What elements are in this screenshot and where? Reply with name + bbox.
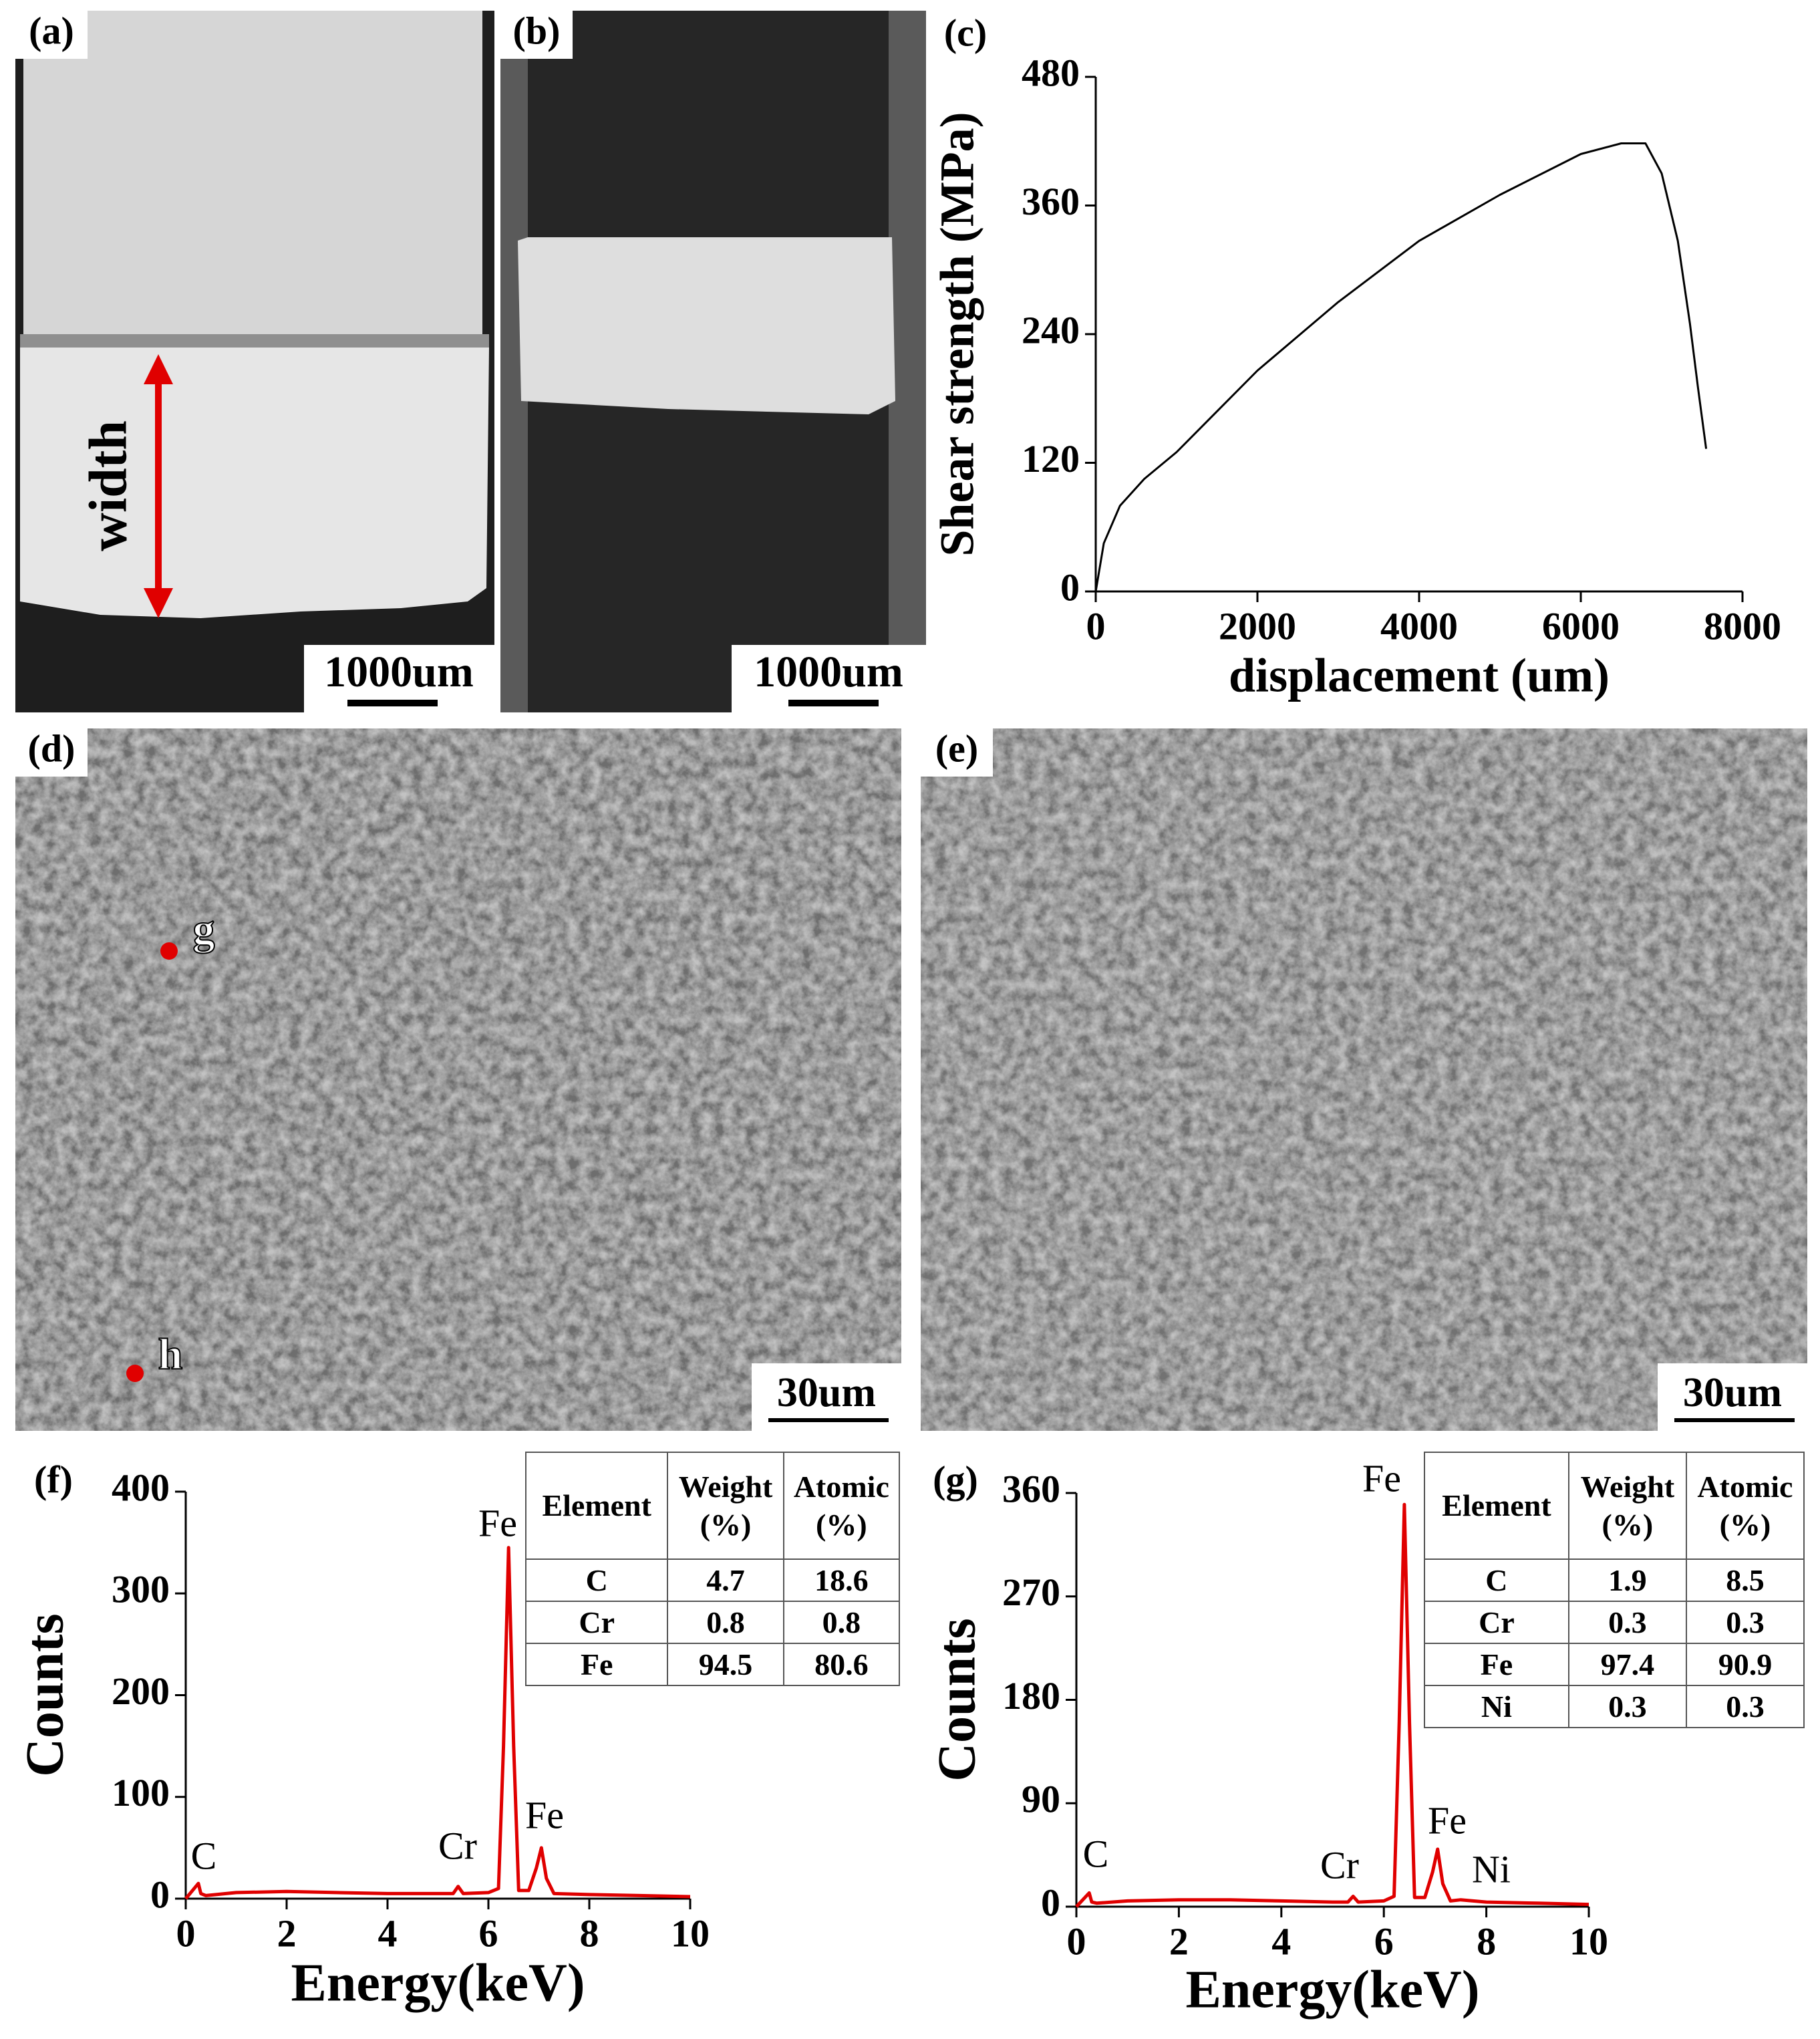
y-tick-label: 180 — [1002, 1674, 1060, 1718]
x-tick-label: 2 — [277, 1911, 297, 1955]
x-tick-label: 0 — [1067, 1919, 1086, 1963]
table-cell: 18.6 — [782, 1558, 901, 1602]
micrograph-b — [500, 11, 926, 712]
x-tick-label: 6 — [1374, 1919, 1394, 1963]
table-cell: 0.3 — [1567, 1685, 1687, 1728]
table-cell: Fe — [1424, 1643, 1569, 1686]
scale-bar-label: 30um — [1683, 1370, 1782, 1415]
table-cell: 0.3 — [1567, 1601, 1687, 1644]
y-axis-title: Shear strength (MPa) — [931, 112, 984, 556]
table-cell: 80.6 — [782, 1643, 901, 1686]
data-line — [1075, 1502, 1589, 1908]
y-tick-label: 480 — [1022, 51, 1080, 94]
element-table: Element Weight (%) Atomic (%) C 4.7 18.6 Cr 0.8… — [524, 1452, 901, 1686]
table-cell: C — [1424, 1558, 1569, 1602]
y-tick-label: 270 — [1002, 1571, 1060, 1614]
x-tick-label: 4 — [1271, 1919, 1291, 1963]
table-cell: Cr — [524, 1601, 669, 1644]
table-cell: 0.8 — [667, 1601, 784, 1644]
x-tick-label: 8 — [1477, 1919, 1496, 1963]
table-header: Element — [524, 1452, 669, 1560]
x-tick-label: 2000 — [1219, 604, 1296, 648]
y-tick-label: 0 — [1041, 1881, 1060, 1924]
x-tick-label: 4000 — [1380, 604, 1458, 648]
table-cell: Ni — [1424, 1685, 1569, 1728]
scale-bar-label: 1000um — [754, 648, 903, 696]
scale-bar-label: 1000um — [324, 648, 474, 696]
panel-label: (b) — [513, 9, 561, 52]
micrograph-a — [15, 11, 494, 712]
peak-label: Cr — [1320, 1843, 1359, 1887]
y-tick-label: 90 — [1022, 1778, 1060, 1821]
table-cell: 4.7 — [667, 1558, 784, 1602]
peak-label: Fe — [1428, 1798, 1467, 1842]
y-tick-label: 300 — [112, 1568, 170, 1611]
table-header: Weight (%) — [667, 1452, 784, 1560]
x-tick-label: 0 — [1086, 604, 1106, 648]
y-axis-title: Counts — [15, 1613, 74, 1777]
table-cell: Fe — [524, 1643, 669, 1686]
y-tick-label: 240 — [1022, 308, 1080, 352]
y-tick-label: 400 — [112, 1466, 170, 1509]
y-tick-label: 200 — [112, 1669, 170, 1713]
panel-label: (f) — [34, 1458, 73, 1501]
table-cell: 8.5 — [1685, 1558, 1805, 1602]
table-cell: 0.3 — [1685, 1685, 1805, 1728]
table-cell: 1.9 — [1567, 1558, 1687, 1602]
table-cell: Cr — [1424, 1601, 1569, 1644]
x-tick-label: 6 — [479, 1911, 498, 1955]
table-cell: 0.3 — [1685, 1601, 1805, 1644]
element-table: Element Weight (%) Atomic (%) C 1.9 8.5 Cr 0.3 0… — [1424, 1452, 1805, 1728]
y-tick-label: 100 — [112, 1771, 170, 1814]
x-tick-label: 6000 — [1542, 604, 1620, 648]
table-header: Element — [1424, 1452, 1569, 1560]
panel-label: (g) — [933, 1458, 978, 1501]
x-tick-label: 10 — [1569, 1919, 1608, 1963]
peak-label: Fe — [478, 1501, 517, 1544]
peak-label: Ni — [1472, 1847, 1511, 1891]
x-axis-title: Energy(keV) — [1186, 1960, 1480, 2019]
x-axis-title: displacement (um) — [1229, 649, 1610, 702]
data-line — [1094, 142, 1708, 592]
x-axis-title: Energy(keV) — [291, 1953, 585, 2012]
y-tick-label: 120 — [1022, 437, 1080, 481]
peak-label: Cr — [438, 1824, 477, 1867]
y-tick-label: 360 — [1022, 180, 1080, 223]
x-tick-label: 4 — [378, 1911, 398, 1955]
scale-bar-label: 30um — [777, 1370, 876, 1415]
micrograph-e — [921, 728, 1807, 1431]
x-tick-label: 8000 — [1704, 604, 1781, 648]
y-axis-title: Counts — [927, 1618, 986, 1782]
table-header: Atomic (%) — [1685, 1452, 1805, 1560]
x-tick-label: 10 — [671, 1911, 710, 1955]
y-tick-label: 0 — [1060, 565, 1080, 609]
peak-label: Fe — [1362, 1456, 1401, 1500]
point-label: h — [158, 1330, 183, 1379]
x-tick-label: 0 — [176, 1911, 196, 1955]
table-header: Weight (%) — [1567, 1452, 1687, 1560]
peak-label: C — [1083, 1832, 1109, 1875]
annotation: width — [79, 420, 138, 551]
y-tick-label: 360 — [1002, 1467, 1060, 1510]
peak-label: Fe — [525, 1793, 564, 1837]
table-cell: C — [524, 1558, 669, 1602]
micrograph-d — [15, 728, 901, 1431]
table-cell: 97.4 — [1567, 1643, 1687, 1686]
y-tick-label: 0 — [150, 1873, 170, 1916]
peak-label: C — [191, 1834, 217, 1877]
table-cell: 94.5 — [667, 1643, 784, 1686]
panel-label: (d) — [28, 726, 75, 770]
x-tick-label: 8 — [580, 1911, 599, 1955]
point-label: g — [193, 905, 215, 954]
data-line — [184, 1546, 691, 1900]
table-cell: 0.8 — [782, 1601, 901, 1644]
table-cell: 90.9 — [1685, 1643, 1805, 1686]
panel-label: (a) — [29, 9, 74, 52]
panel-label: (c) — [944, 11, 987, 54]
panel-label: (e) — [935, 726, 978, 770]
x-tick-label: 2 — [1169, 1919, 1189, 1963]
table-header: Atomic (%) — [782, 1452, 901, 1560]
